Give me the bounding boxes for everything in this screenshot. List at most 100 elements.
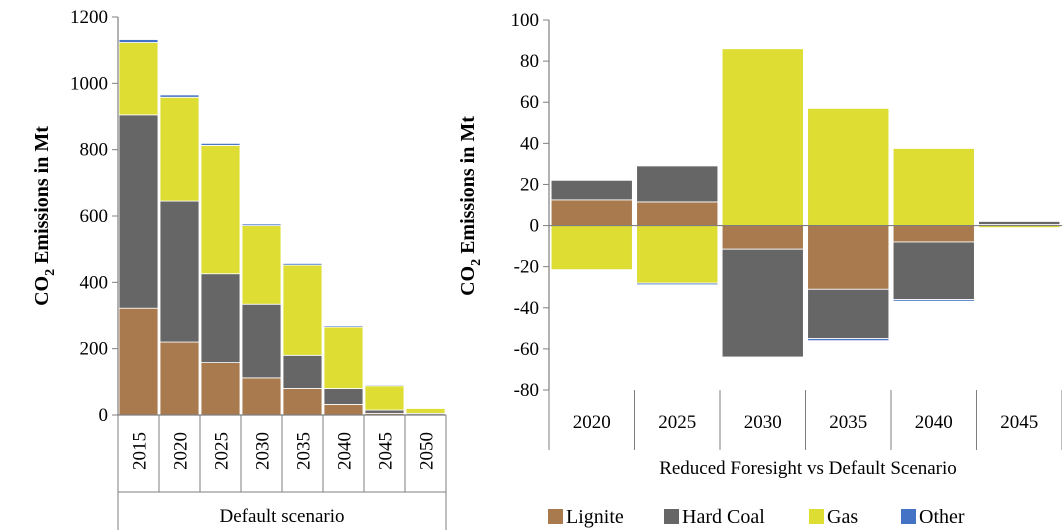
left-ylabel-prefix: CO (31, 276, 53, 306)
left-bar-hard-coal-2045 (364, 409, 405, 414)
left-bar-gas-2025 (200, 144, 241, 275)
right-bar-gas-2025 (636, 225, 719, 284)
left-ylabel-suffix: Emissions in Mt (31, 126, 53, 269)
right-bar-hard-coal-2045 (978, 221, 1061, 225)
left-y-tick-label: 600 (80, 206, 109, 227)
right-bars (550, 48, 1061, 359)
left-axes: 0 200 400 600 800 1000 1200 2015 2020 2025 2030 203… (70, 7, 447, 530)
left-bar-hard-coal-2025 (200, 273, 241, 363)
right-bar-hard-coal-2035 (807, 288, 890, 340)
right-bar-lignite-2030 (721, 225, 804, 250)
left-bar-other-2045 (364, 384, 405, 387)
left-x-tick-label: 2025 (212, 432, 233, 470)
right-y-tick-label: 40 (520, 133, 539, 154)
right-bar-gas-2020 (550, 225, 633, 271)
left-bar-lignite-2025 (200, 362, 241, 416)
left-x-tick-label: 2040 (335, 432, 356, 470)
left-y-tick-label: 400 (80, 272, 109, 293)
right-y-tick-label: 80 (520, 51, 539, 72)
right-bar-lignite-2035 (807, 225, 890, 290)
left-bar-hard-coal-2015 (118, 114, 159, 309)
left-bar-hard-coal-2030 (241, 303, 282, 379)
left-bar-gas-2050 (405, 407, 446, 414)
left-x-tick-label: 2035 (294, 432, 315, 470)
right-bar-lignite-2020 (550, 199, 633, 226)
reduced-foresight-chart: CO2 Emissions in Mt -80-60-40-2002040608… (457, 10, 1062, 479)
left-bar-lignite-2040 (323, 403, 364, 416)
left-bar-gas-2040 (323, 326, 364, 389)
legend-label-other: Other (919, 506, 965, 528)
right-x-tick-label: 2025 (658, 412, 696, 433)
right-bar-hard-coal-2025 (636, 165, 719, 203)
left-bar-gas-2015 (118, 42, 159, 116)
right-y-axis-label: CO2 Emissions in Mt (457, 116, 484, 296)
right-bar-other-2035 (807, 338, 890, 342)
right-bar-lignite-2025 (636, 201, 719, 226)
right-y-tick-label: 100 (511, 10, 540, 31)
left-x-tick-label: 2020 (171, 432, 192, 470)
right-y-tick-label: -20 (514, 257, 539, 278)
left-x-tick-label: 2015 (130, 432, 151, 470)
right-x-tick-label: 2035 (829, 412, 867, 433)
right-ylabel-prefix: CO (457, 266, 479, 296)
right-x-tick-label: 2030 (744, 412, 782, 433)
right-ylabel-suffix: Emissions in Mt (457, 116, 479, 259)
left-bar-lignite-2030 (241, 377, 282, 416)
left-x-tick-label: 2030 (253, 432, 274, 470)
left-x-axis-label: Default scenario (219, 506, 344, 527)
legend: Lignite Hard Coal Gas Other (548, 506, 965, 528)
default-scenario-chart: CO2 Emissions in Mt 0 200 400 600 800 1000 120… (31, 7, 447, 530)
right-bar-other-2025 (636, 282, 719, 286)
left-bar-gas-2020 (159, 96, 200, 202)
right-bar-gas-2040 (892, 148, 975, 226)
right-y-tick-label: 0 (530, 216, 540, 237)
left-bar-other-2050 (405, 407, 446, 409)
left-bar-lignite-2015 (118, 307, 159, 416)
left-bar-lignite-2035 (282, 388, 323, 416)
left-bar-hard-coal-2035 (282, 354, 323, 389)
right-ylabel-sub: 2 (469, 259, 484, 266)
right-y-tick-label: -80 (514, 380, 539, 401)
left-bar-hard-coal-2040 (323, 388, 364, 405)
left-bar-other-2035 (282, 263, 323, 266)
left-bar-other-2025 (200, 142, 241, 146)
right-bar-gas-2030 (721, 48, 804, 226)
left-x-tick-label: 2045 (376, 432, 397, 470)
left-x-tick-label: 2050 (417, 432, 438, 470)
right-bar-other-2040 (892, 299, 975, 302)
right-bar-hard-coal-2020 (550, 179, 633, 201)
right-x-tick-label: 2020 (573, 412, 611, 433)
left-bar-other-2015 (118, 39, 159, 43)
right-y-tick-label: -60 (514, 339, 539, 360)
left-bar-hard-coal-2020 (159, 200, 200, 343)
legend-label-gas: Gas (827, 506, 858, 528)
right-x-axis-label: Reduced Foresight vs Default Scenario (659, 458, 957, 479)
left-bars (118, 39, 446, 416)
right-y-tick-label: -40 (514, 298, 539, 319)
right-x-tick-label: 2040 (915, 412, 953, 433)
legend-label-lignite: Lignite (566, 506, 624, 528)
right-bar-lignite-2040 (892, 225, 975, 243)
left-y-tick-label: 200 (80, 339, 109, 360)
right-bar-hard-coal-2030 (721, 248, 804, 358)
left-bar-gas-2035 (282, 264, 323, 356)
legend-swatch-lignite (548, 509, 563, 524)
left-bar-gas-2045 (364, 385, 405, 411)
right-bar-other-2020 (550, 269, 633, 271)
left-y-axis-label: CO2 Emissions in Mt (31, 126, 58, 306)
right-y-tick-label: 20 (520, 174, 539, 195)
right-bar-gas-2035 (807, 107, 890, 226)
left-bar-other-2020 (159, 94, 200, 98)
legend-label-hard-coal: Hard Coal (682, 506, 765, 528)
left-y-tick-label: 0 (99, 405, 109, 426)
right-bar-hard-coal-2040 (892, 241, 975, 300)
right-x-tick-label: 2045 (1000, 412, 1038, 433)
right-y-tick-label: 60 (520, 92, 539, 113)
left-bar-other-2030 (241, 223, 282, 227)
left-bar-other-2040 (323, 325, 364, 328)
right-bar-other-2030 (721, 356, 804, 359)
left-bar-gas-2030 (241, 225, 282, 305)
legend-swatch-hard-coal (664, 509, 679, 524)
